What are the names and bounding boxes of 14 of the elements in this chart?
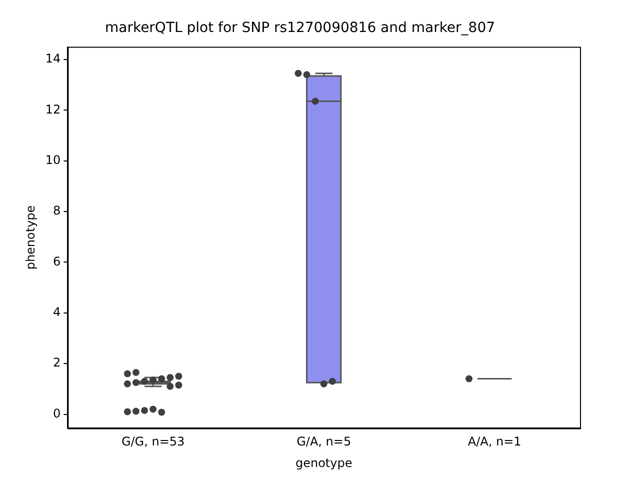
y-tick-label: 8 <box>53 204 61 218</box>
y-tick-label: 14 <box>45 52 61 66</box>
y-tick-label: 2 <box>53 356 61 370</box>
y-axis-title: phenotype <box>23 205 38 270</box>
y-tick-label: 6 <box>53 254 61 268</box>
x-tick-label: G/G, n=53 <box>121 434 185 449</box>
x-tick-label: G/A, n=5 <box>296 434 352 449</box>
x-axis-title: genotype <box>295 456 352 470</box>
y-tick-label: 10 <box>45 152 61 167</box>
y-tick-label: 12 <box>45 102 61 116</box>
y-tick-label: 4 <box>53 305 61 320</box>
chart-title: markerQTL plot for SNP rs1270090816 and marker_807 <box>104 20 496 36</box>
x-tick-label: A/A, n=1 <box>468 434 522 449</box>
y-tick-label: 0 <box>53 406 61 420</box>
